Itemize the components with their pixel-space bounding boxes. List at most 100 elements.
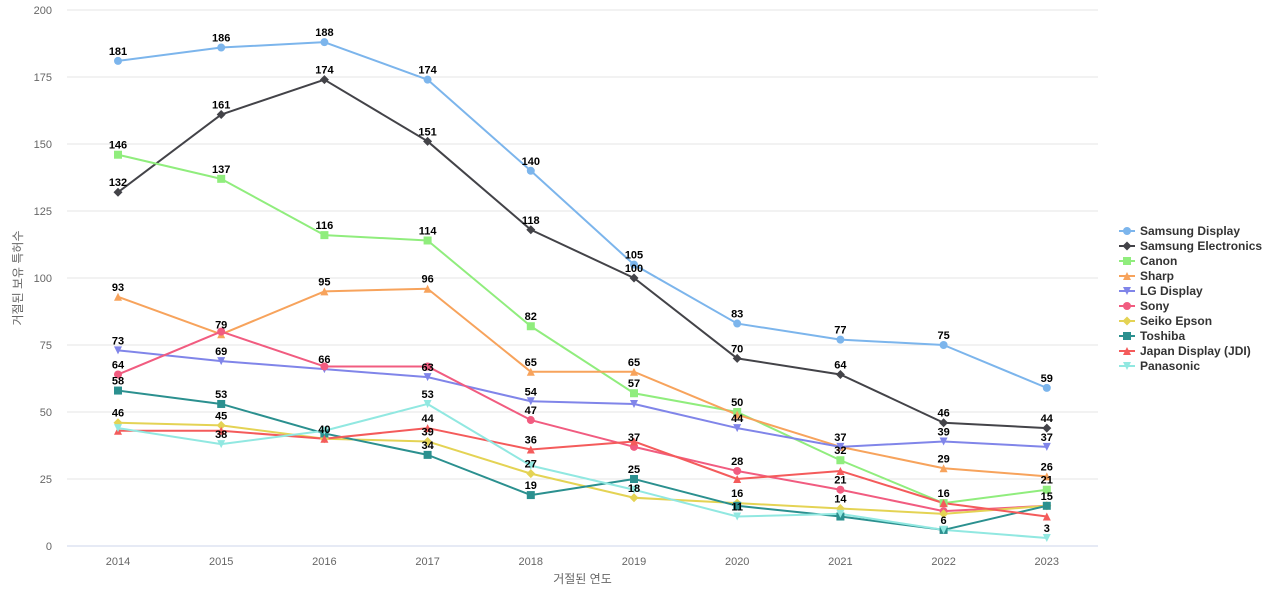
x-tick-label: 2020 [725,556,749,568]
series-line-toshiba [117,389,1048,531]
data-point-japan-display-jdi [939,499,948,508]
legend-item-samsung-display[interactable]: Samsung Display [1119,224,1240,238]
legend-marker-swatch [1123,347,1131,355]
data-label: 65 [525,357,537,369]
legend-label: Toshiba [1140,329,1185,343]
data-label: 47 [525,405,537,417]
data-label: 65 [628,357,640,369]
series-line-sharp [117,287,1048,478]
legend-marker-swatch [1123,332,1131,340]
data-point-sharp [630,367,638,376]
legend-item-lg-display[interactable]: LG Display [1119,284,1203,298]
data-point-sony [217,327,226,336]
series-line-panasonic [117,402,1048,539]
data-point-samsung-electronics [732,353,742,363]
data-point-canon [423,236,432,245]
data-label: 29 [937,453,949,465]
legend-item-seiko-epson[interactable]: Seiko Epson [1119,314,1212,328]
data-point-samsung-display [836,335,845,344]
data-point-panasonic [939,525,948,534]
data-label: 69 [215,346,227,358]
data-label: 39 [937,426,949,438]
data-point-samsung-display [114,56,122,65]
data-label: 59 [1041,373,1053,385]
data-label: 21 [1041,475,1053,487]
legend-label: Seiko Epson [1140,314,1212,328]
data-point-canon [630,389,638,398]
data-label: 25 [628,464,640,476]
data-label: 93 [112,282,124,294]
data-point-japan-display-jdi [630,437,638,446]
x-tick-label: 2021 [828,556,852,568]
data-label: 11 [731,502,743,514]
data-label: 46 [937,408,949,420]
data-point-samsung-display [423,75,432,84]
data-label: 100 [625,263,643,275]
data-point-toshiba [114,386,122,395]
x-tick-label: 2018 [519,556,543,568]
data-point-seiko-epson [216,420,226,430]
data-point-lg-display [836,442,845,451]
data-labels: 1811461329373645846186161137796953453818… [109,27,1054,535]
data-label: 118 [522,215,540,227]
data-point-panasonic [320,426,329,435]
data-point-seiko-epson [526,469,536,479]
gridlines [67,9,1098,480]
data-label: 37 [834,432,846,444]
data-label: 161 [212,100,230,112]
legend-item-sony[interactable]: Sony [1119,299,1170,313]
data-label: 18 [628,483,640,495]
data-label: 58 [112,376,124,388]
data-label: 32 [834,445,846,457]
x-tick-label: 2023 [1035,556,1059,568]
data-point-canon [114,150,122,159]
series-line-samsung-electronics [117,78,1048,430]
data-point-canon [217,174,226,183]
legend-item-sharp[interactable]: Sharp [1119,269,1174,283]
legend-item-panasonic[interactable]: Panasonic [1119,359,1200,373]
data-label: 146 [109,140,127,152]
x-axis-ticks: 2014 2015 2016 2017 2018 2019 2020 2021 2022 2023 [106,556,1059,568]
data-label: 174 [315,65,334,77]
data-point-samsung-electronics [113,187,123,197]
data-label: 57 [628,378,640,390]
data-point-sony [320,362,329,371]
data-label: 70 [731,343,743,355]
legend-label: LG Display [1140,284,1203,298]
data-label: 19 [525,480,537,492]
y-tick-label: 75 [40,340,52,352]
legend-label: Sharp [1140,269,1174,283]
legend-item-toshiba[interactable]: Toshiba [1119,329,1185,343]
series-lines [117,41,1048,539]
data-point-japan-display-jdi [320,434,329,443]
legend-marker-swatch [1123,257,1131,265]
data-label: 53 [421,389,433,401]
data-label: 16 [937,488,949,500]
data-point-lg-display [733,424,742,433]
data-point-seiko-epson [629,493,639,503]
data-label: 186 [212,33,230,45]
data-point-sony [836,485,845,494]
data-point-toshiba [630,475,638,483]
y-tick-label: 50 [40,407,52,419]
data-point-panasonic [526,461,535,470]
legend-item-japan-display-jdi[interactable]: Japan Display (JDI) [1119,344,1251,358]
y-axis-title: 거절된 보유 특허수 [11,231,25,326]
legend-item-canon[interactable]: Canon [1119,254,1177,268]
data-label: 54 [525,386,538,398]
data-label: 53 [215,389,227,401]
data-label: 181 [109,46,127,58]
legend-marker-swatch [1122,316,1132,326]
data-point-samsung-display [217,43,226,52]
series-line-seiko-epson [117,421,1048,515]
data-point-lg-display [630,399,638,408]
data-label: 63 [421,362,433,374]
data-point-toshiba [217,399,226,408]
data-point-japan-display-jdi [836,466,845,475]
legend-item-samsung-electronics[interactable]: Samsung Electronics [1119,239,1262,253]
x-tick-label: 2014 [106,556,130,568]
data-label: 21 [834,475,846,487]
data-label: 50 [731,397,743,409]
